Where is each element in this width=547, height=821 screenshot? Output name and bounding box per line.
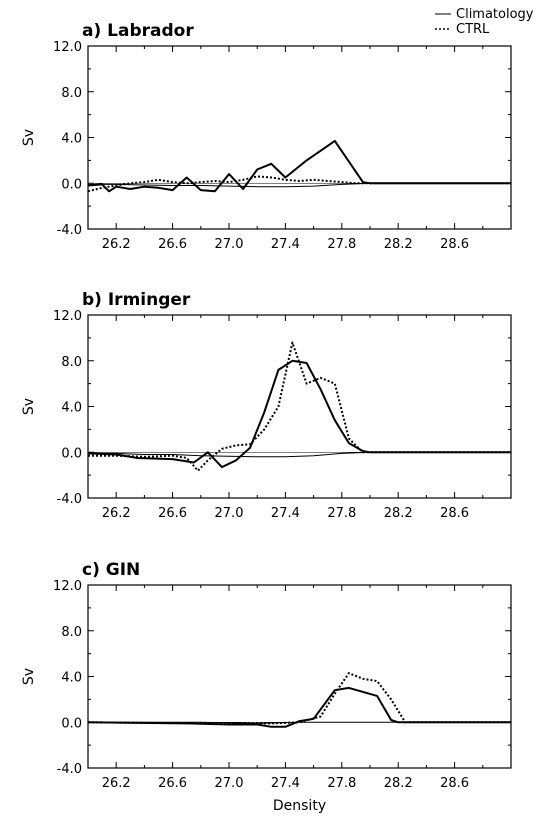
y-tick-label: 4.0 [61, 401, 82, 416]
x-tick-label: 27.4 [271, 237, 300, 252]
chart-panel-0: a) Labrador Sv 12.0 8.0 4.0 0.0 -4.0 26.2 26.6 27… [21, 21, 512, 252]
x-tick-label: 26.6 [158, 237, 187, 252]
series-line-model [87, 686, 511, 728]
plot-frame [87, 45, 512, 230]
y-tick-label: -4.0 [57, 762, 82, 777]
series-line-model [87, 139, 511, 193]
y-tick-label: 12.0 [53, 40, 82, 55]
x-tick-label: 26.6 [158, 776, 187, 791]
x-tick-label: 28.6 [440, 237, 469, 252]
x-tick-label: 26.2 [102, 776, 131, 791]
y-tick-label: 8.0 [61, 355, 82, 370]
x-tick-label: 28.2 [384, 237, 413, 252]
x-tick-label: 27.8 [327, 237, 356, 252]
y-tick-label: 12.0 [53, 579, 82, 594]
panel-title: a) Labrador [82, 21, 194, 41]
y-tick-label: 4.0 [61, 671, 82, 686]
panel-title: b) Irminger [82, 290, 191, 310]
y-tick-label: 4.0 [61, 132, 82, 147]
x-tick-label: 28.6 [440, 776, 469, 791]
series-line-model [87, 359, 511, 469]
plot-frame [87, 584, 512, 769]
chart-panel-1: b) Irminger Sv 12.0 8.0 4.0 0.0 -4.0 26.2 26.6 27… [21, 290, 512, 521]
x-tick-label: 28.2 [384, 506, 413, 521]
chart-panel-2: c) GIN Sv 12.0 8.0 4.0 0.0 -4.0 26.2 26.6 27.0 27.… [21, 560, 512, 814]
legend: Climatology CTRL [435, 7, 534, 37]
x-tick-label: 27.8 [327, 506, 356, 521]
y-tick-label: 12.0 [53, 309, 82, 324]
y-tick-label: -4.0 [57, 492, 82, 507]
x-tick-label: 26.2 [102, 237, 131, 252]
y-tick-label: 8.0 [61, 86, 82, 101]
x-tick-label: 26.2 [102, 506, 131, 521]
chart-panels: a) Labrador Sv 12.0 8.0 4.0 0.0 -4.0 26.2 26.6 27… [21, 21, 512, 814]
y-tick-label: 0.0 [61, 177, 82, 192]
legend-ctrl-label: CTRL [456, 22, 490, 37]
x-tick-label: 26.6 [158, 506, 187, 521]
series-line-climatology [88, 451, 511, 458]
y-tick-label: 0.0 [61, 716, 82, 731]
x-tick-label: 28.6 [440, 506, 469, 521]
panel-title: c) GIN [82, 560, 140, 580]
x-tick-label: 27.4 [271, 776, 300, 791]
x-tick-label: 27.0 [215, 776, 244, 791]
y-tick-label: 8.0 [61, 625, 82, 640]
series-line-ctrl [87, 672, 511, 725]
y-axis-label: Sv [21, 668, 37, 685]
y-axis-label: Sv [21, 398, 37, 415]
x-tick-label: 27.0 [215, 506, 244, 521]
x-axis-label: Density [273, 798, 326, 814]
plot-frame [87, 314, 512, 499]
y-tick-label: 0.0 [61, 446, 82, 461]
legend-climatology-label: Climatology [456, 7, 534, 22]
x-tick-label: 27.8 [327, 776, 356, 791]
x-tick-label: 27.0 [215, 237, 244, 252]
x-tick-label: 27.4 [271, 506, 300, 521]
y-axis-label: Sv [21, 129, 37, 146]
y-tick-label: -4.0 [57, 223, 82, 238]
x-tick-label: 28.2 [384, 776, 413, 791]
